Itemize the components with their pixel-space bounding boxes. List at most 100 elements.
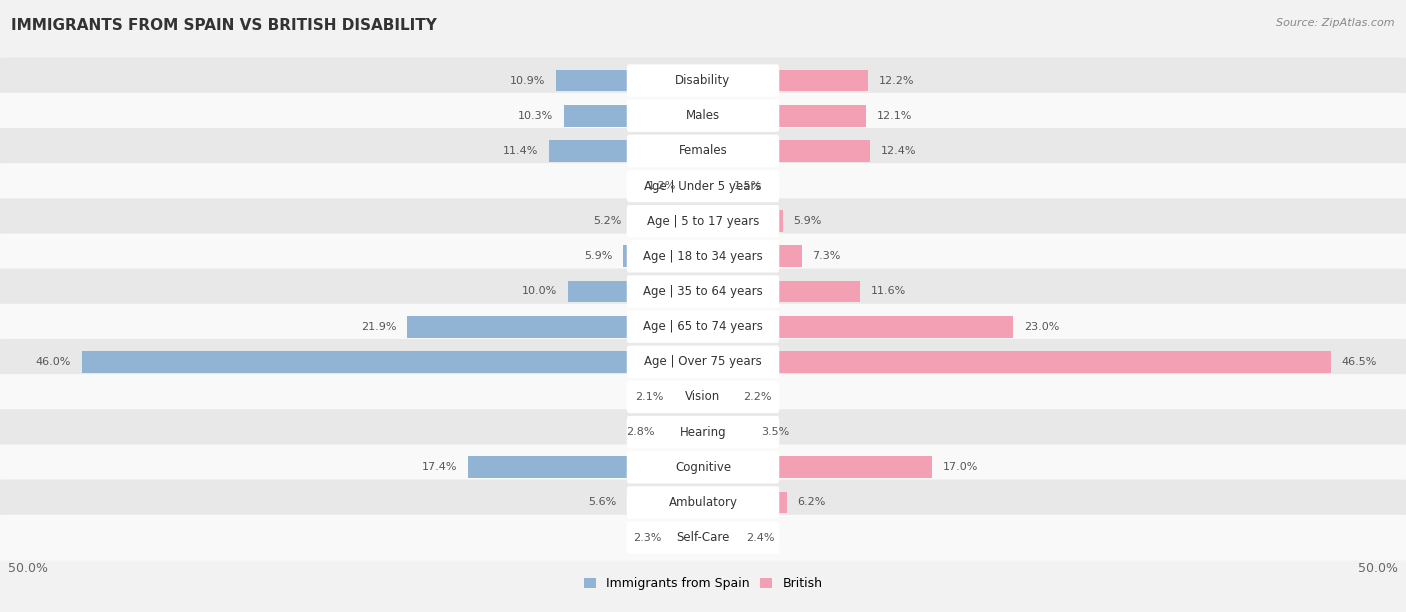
Text: Age | 18 to 34 years: Age | 18 to 34 years: [643, 250, 763, 263]
Text: 46.5%: 46.5%: [1341, 357, 1376, 367]
Text: 5.6%: 5.6%: [588, 498, 617, 507]
Text: 17.4%: 17.4%: [422, 462, 457, 472]
Text: Ambulatory: Ambulatory: [668, 496, 738, 509]
FancyBboxPatch shape: [627, 451, 779, 483]
FancyBboxPatch shape: [627, 521, 779, 554]
Bar: [568, 280, 703, 302]
Bar: [703, 70, 868, 91]
Bar: [703, 245, 801, 267]
Bar: [633, 211, 703, 232]
Bar: [82, 351, 703, 373]
FancyBboxPatch shape: [627, 135, 779, 167]
FancyBboxPatch shape: [627, 275, 779, 308]
FancyBboxPatch shape: [627, 346, 779, 378]
Text: Age | 5 to 17 years: Age | 5 to 17 years: [647, 215, 759, 228]
Text: 23.0%: 23.0%: [1024, 322, 1060, 332]
Text: 5.9%: 5.9%: [583, 252, 613, 261]
Text: 10.0%: 10.0%: [522, 286, 557, 296]
Bar: [627, 491, 703, 513]
Bar: [703, 140, 870, 162]
Text: Males: Males: [686, 109, 720, 122]
Text: Age | 65 to 74 years: Age | 65 to 74 years: [643, 320, 763, 333]
Text: 5.2%: 5.2%: [593, 216, 621, 226]
Bar: [703, 175, 723, 197]
Text: 10.9%: 10.9%: [510, 75, 546, 86]
Text: 17.0%: 17.0%: [943, 462, 979, 472]
Text: Self-Care: Self-Care: [676, 531, 730, 544]
Text: IMMIGRANTS FROM SPAIN VS BRITISH DISABILITY: IMMIGRANTS FROM SPAIN VS BRITISH DISABIL…: [11, 18, 437, 34]
Bar: [686, 175, 703, 197]
Bar: [703, 457, 932, 478]
Bar: [703, 105, 866, 127]
Bar: [665, 421, 703, 443]
FancyBboxPatch shape: [0, 304, 1406, 349]
FancyBboxPatch shape: [0, 409, 1406, 455]
Text: 46.0%: 46.0%: [37, 357, 72, 367]
Text: 11.6%: 11.6%: [870, 286, 905, 296]
Text: Females: Females: [679, 144, 727, 157]
FancyBboxPatch shape: [0, 128, 1406, 174]
Text: Hearing: Hearing: [679, 425, 727, 439]
Text: 12.4%: 12.4%: [882, 146, 917, 156]
Text: Age | Over 75 years: Age | Over 75 years: [644, 356, 762, 368]
FancyBboxPatch shape: [627, 100, 779, 132]
Bar: [703, 351, 1330, 373]
Text: 6.2%: 6.2%: [797, 498, 825, 507]
FancyBboxPatch shape: [627, 64, 779, 97]
Text: 12.1%: 12.1%: [877, 111, 912, 121]
FancyBboxPatch shape: [627, 170, 779, 202]
Text: 7.3%: 7.3%: [813, 252, 841, 261]
FancyBboxPatch shape: [0, 93, 1406, 138]
Bar: [408, 316, 703, 338]
Text: Age | 35 to 64 years: Age | 35 to 64 years: [643, 285, 763, 298]
Bar: [703, 527, 735, 548]
Bar: [703, 316, 1014, 338]
FancyBboxPatch shape: [627, 205, 779, 237]
FancyBboxPatch shape: [627, 381, 779, 413]
Text: 2.3%: 2.3%: [633, 532, 661, 543]
FancyBboxPatch shape: [0, 444, 1406, 490]
Bar: [703, 491, 787, 513]
Text: 3.5%: 3.5%: [761, 427, 789, 437]
FancyBboxPatch shape: [0, 515, 1406, 561]
FancyBboxPatch shape: [627, 416, 779, 448]
Text: 21.9%: 21.9%: [361, 322, 396, 332]
Text: Vision: Vision: [685, 390, 721, 403]
FancyBboxPatch shape: [0, 374, 1406, 420]
Bar: [703, 421, 751, 443]
Text: 2.2%: 2.2%: [744, 392, 772, 402]
FancyBboxPatch shape: [0, 480, 1406, 525]
Text: 2.4%: 2.4%: [747, 532, 775, 543]
Bar: [468, 457, 703, 478]
Text: 1.5%: 1.5%: [734, 181, 762, 191]
Text: Source: ZipAtlas.com: Source: ZipAtlas.com: [1277, 18, 1395, 28]
Text: 12.2%: 12.2%: [879, 75, 914, 86]
FancyBboxPatch shape: [0, 339, 1406, 385]
Bar: [675, 386, 703, 408]
Bar: [703, 280, 859, 302]
FancyBboxPatch shape: [0, 233, 1406, 279]
FancyBboxPatch shape: [627, 240, 779, 272]
Bar: [703, 386, 733, 408]
Text: 5.9%: 5.9%: [793, 216, 823, 226]
Text: 2.1%: 2.1%: [636, 392, 664, 402]
Bar: [623, 245, 703, 267]
Bar: [672, 527, 703, 548]
FancyBboxPatch shape: [0, 163, 1406, 209]
FancyBboxPatch shape: [0, 58, 1406, 103]
Text: Age | Under 5 years: Age | Under 5 years: [644, 179, 762, 193]
Text: 1.2%: 1.2%: [648, 181, 676, 191]
Legend: Immigrants from Spain, British: Immigrants from Spain, British: [579, 572, 827, 595]
FancyBboxPatch shape: [627, 310, 779, 343]
Bar: [550, 140, 703, 162]
FancyBboxPatch shape: [0, 269, 1406, 315]
Text: 10.3%: 10.3%: [517, 111, 553, 121]
Bar: [555, 70, 703, 91]
FancyBboxPatch shape: [627, 487, 779, 518]
Text: Cognitive: Cognitive: [675, 461, 731, 474]
Bar: [564, 105, 703, 127]
Text: Disability: Disability: [675, 74, 731, 87]
Text: 2.8%: 2.8%: [626, 427, 654, 437]
Text: 11.4%: 11.4%: [503, 146, 538, 156]
Bar: [703, 211, 783, 232]
